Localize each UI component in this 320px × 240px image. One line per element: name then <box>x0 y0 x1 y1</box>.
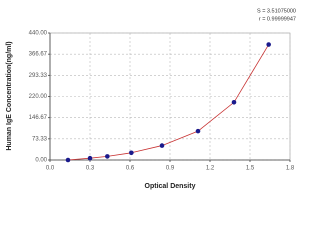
y-tick-label: 0.00 <box>35 158 47 164</box>
fit-curve <box>67 44 270 161</box>
data-point <box>195 128 201 134</box>
y-axis-label: Human IgE Concentration(ng/ml) <box>6 41 13 150</box>
x-tick-label: 1.5 <box>246 166 255 172</box>
data-point <box>129 150 134 156</box>
page: {"chart_data": {"type": "scatter", "xlab… <box>5 8 296 190</box>
data-point <box>87 155 93 161</box>
x-tick-label: 0.3 <box>86 166 95 172</box>
y-tick-label: 146.67 <box>29 115 48 121</box>
y-tick-label: 366.67 <box>29 52 48 58</box>
x-tick-label: 1.2 <box>206 166 215 172</box>
x-tick-label: 0.6 <box>126 166 135 172</box>
annotation: S = 3.51075000 <box>257 8 296 14</box>
data-point <box>159 143 165 148</box>
x-tick-label: 0.9 <box>166 166 175 172</box>
x-axis-label: Optical Density <box>145 183 196 190</box>
chart: S = 3.51075000 r = 0.99999947 Optical De… <box>6 8 296 190</box>
data-point <box>105 154 110 159</box>
x-tick-label: 0.0 <box>46 166 55 172</box>
annotation: r = 0.99999947 <box>259 16 296 22</box>
data-point <box>266 42 271 47</box>
x-tick-label: 1.8 <box>286 166 295 172</box>
y-tick-label: 220.00 <box>29 94 48 100</box>
y-tick-label: 73.33 <box>32 136 48 142</box>
y-tick-label: 293.33 <box>29 73 48 79</box>
y-tick-label: 440.00 <box>29 31 48 37</box>
data-point <box>231 99 237 105</box>
data-point <box>65 157 71 163</box>
